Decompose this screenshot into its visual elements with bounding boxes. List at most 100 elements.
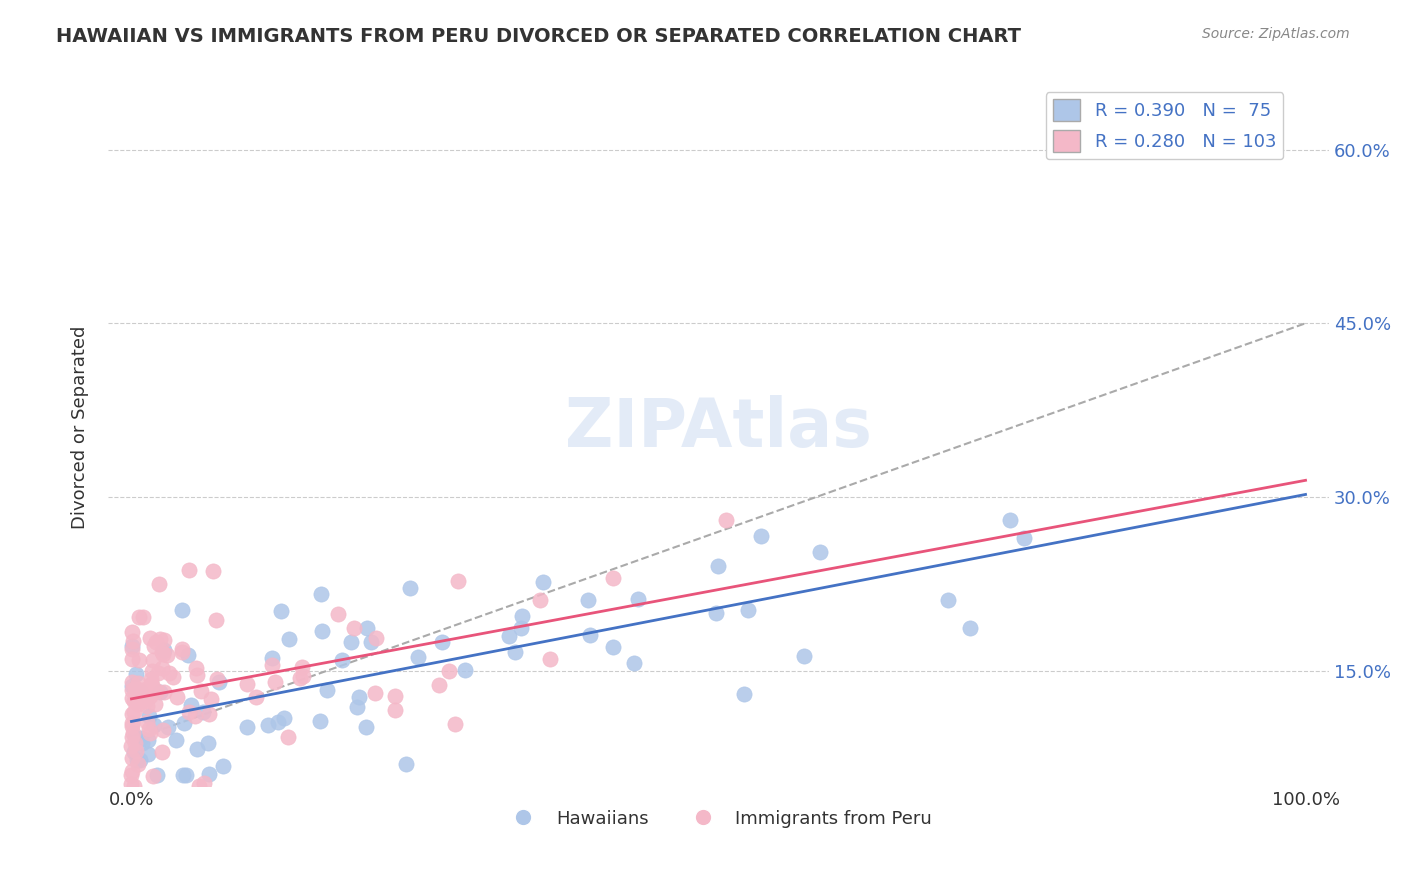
Point xyxy=(704,607,727,621)
Point xyxy=(152,647,174,661)
Point xyxy=(121,764,143,778)
Point xyxy=(139,690,162,704)
Point xyxy=(808,545,831,559)
Point xyxy=(291,659,314,673)
Point xyxy=(121,777,143,791)
Point xyxy=(157,665,180,680)
Point xyxy=(172,768,194,782)
Point xyxy=(138,708,160,723)
Point xyxy=(150,661,173,675)
Point xyxy=(340,635,363,649)
Point xyxy=(150,745,173,759)
Point xyxy=(139,686,162,700)
Point xyxy=(399,581,422,595)
Point xyxy=(134,694,156,708)
Point xyxy=(733,687,755,701)
Point xyxy=(602,640,624,654)
Point xyxy=(152,632,174,647)
Point xyxy=(356,620,378,634)
Point xyxy=(443,717,465,731)
Point xyxy=(139,631,162,645)
Point xyxy=(150,645,173,659)
Point xyxy=(124,730,146,744)
Point xyxy=(127,675,149,690)
Point xyxy=(197,736,219,750)
Point xyxy=(127,756,149,771)
Point xyxy=(257,718,280,732)
Point xyxy=(447,574,470,589)
Point xyxy=(188,780,211,794)
Point xyxy=(139,677,162,691)
Point xyxy=(212,759,235,773)
Point xyxy=(177,563,200,577)
Point xyxy=(364,631,387,645)
Point xyxy=(706,559,728,574)
Point xyxy=(384,703,406,717)
Point xyxy=(136,714,159,729)
Point xyxy=(129,753,152,767)
Point xyxy=(172,641,194,656)
Point xyxy=(193,776,215,790)
Point xyxy=(166,690,188,705)
Point xyxy=(149,632,172,647)
Legend: Hawaiians, Immigrants from Peru: Hawaiians, Immigrants from Peru xyxy=(498,803,939,835)
Point xyxy=(197,766,219,780)
Point xyxy=(430,635,453,649)
Point xyxy=(121,690,143,705)
Point xyxy=(121,739,143,753)
Point xyxy=(395,756,418,771)
Point xyxy=(191,705,214,719)
Point xyxy=(157,720,180,734)
Point xyxy=(125,744,148,758)
Point xyxy=(121,652,143,666)
Point xyxy=(186,668,208,682)
Point xyxy=(142,653,165,667)
Point xyxy=(347,690,370,705)
Point xyxy=(326,607,349,621)
Point xyxy=(245,690,267,705)
Point xyxy=(360,634,382,648)
Point xyxy=(121,715,143,730)
Point xyxy=(121,750,143,764)
Y-axis label: Divorced or Separated: Divorced or Separated xyxy=(72,326,89,529)
Point xyxy=(509,621,531,635)
Point xyxy=(623,656,645,670)
Point xyxy=(145,634,167,648)
Point xyxy=(176,768,198,782)
Point xyxy=(235,677,257,691)
Point xyxy=(121,641,143,656)
Point xyxy=(148,577,170,591)
Point xyxy=(124,682,146,697)
Point xyxy=(437,665,460,679)
Point xyxy=(177,648,200,662)
Point xyxy=(200,692,222,706)
Point xyxy=(311,624,333,638)
Point xyxy=(122,705,145,719)
Point xyxy=(998,513,1021,527)
Point xyxy=(330,653,353,667)
Point xyxy=(343,621,366,635)
Point xyxy=(190,684,212,698)
Point xyxy=(162,670,184,684)
Point xyxy=(177,706,200,720)
Point xyxy=(172,645,194,659)
Point xyxy=(531,575,554,590)
Point xyxy=(139,726,162,740)
Point xyxy=(165,733,187,747)
Point xyxy=(288,671,311,685)
Point xyxy=(121,625,143,640)
Point xyxy=(208,674,231,689)
Point xyxy=(510,609,533,624)
Text: HAWAIIAN VS IMMIGRANTS FROM PERU DIVORCED OR SEPARATED CORRELATION CHART: HAWAIIAN VS IMMIGRANTS FROM PERU DIVORCE… xyxy=(56,27,1021,45)
Point xyxy=(143,639,166,653)
Point xyxy=(309,587,332,601)
Point xyxy=(737,603,759,617)
Point xyxy=(135,699,157,714)
Point xyxy=(121,680,143,694)
Point xyxy=(124,694,146,708)
Point xyxy=(141,664,163,678)
Point xyxy=(384,689,406,703)
Point xyxy=(148,665,170,680)
Point xyxy=(127,753,149,767)
Point xyxy=(121,683,143,698)
